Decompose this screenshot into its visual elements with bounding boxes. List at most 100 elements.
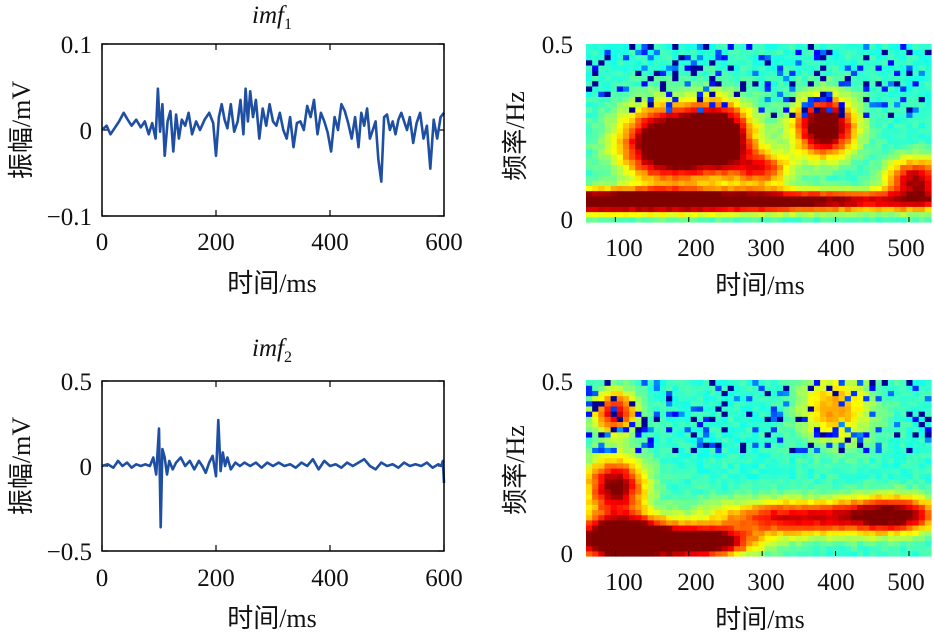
heatmap-cell (844, 452, 852, 459)
heatmap-cell (666, 545, 673, 552)
heatmap-cell (715, 96, 723, 103)
heatmap-cell (733, 462, 741, 469)
heatmap-cell (727, 49, 735, 56)
heatmap-cell (598, 153, 606, 160)
heatmap-cell (881, 385, 889, 391)
heatmap-cell (887, 112, 895, 118)
heatmap-cell (746, 117, 753, 124)
heatmap-cell (770, 535, 778, 542)
heatmap-cell (850, 431, 858, 438)
heatmap-cell (924, 106, 932, 113)
heatmap-cell (924, 185, 932, 192)
heatmap-cell (696, 133, 704, 139)
heatmap-cell (776, 159, 784, 166)
heatmap-cell (770, 385, 778, 391)
heatmap-cell (696, 385, 704, 391)
heatmap-cell (721, 148, 729, 155)
heatmap-cell (672, 431, 680, 438)
heatmap-cell (715, 159, 723, 166)
heatmap-cell (783, 540, 790, 547)
heatmap-cell (813, 91, 821, 97)
heatmap-cell (653, 206, 661, 213)
heatmap-cell (776, 483, 784, 490)
heatmap-cell (826, 504, 834, 511)
heatmap-cell (900, 519, 907, 526)
heatmap-cell (604, 206, 612, 213)
heatmap-cell (598, 411, 606, 417)
heatmap-cell (887, 426, 895, 433)
heatmap-cell (610, 112, 618, 118)
heatmap-cell (764, 530, 772, 536)
heatmap-cell (678, 211, 686, 218)
heatmap-cell (826, 122, 834, 129)
heatmap-cell (659, 447, 667, 454)
heatmap-cell (789, 462, 797, 469)
heatmap-cell (690, 101, 698, 108)
heatmap-cell (912, 75, 920, 82)
heatmap-cell (875, 44, 883, 50)
heatmap-cell (795, 106, 803, 113)
heatmap-cell (672, 148, 680, 155)
heatmap-cell (875, 117, 883, 124)
heatmap-cell (906, 112, 914, 118)
heatmap-cell (776, 96, 784, 103)
heatmap-cell (881, 44, 889, 50)
heatmap-cell (752, 540, 760, 547)
heatmap-cell (820, 190, 827, 197)
heatmap-cell (776, 91, 784, 97)
heatmap-cell (906, 185, 914, 192)
heatmap-cell (622, 85, 630, 92)
heatmap-cell (900, 509, 907, 516)
heatmap-cell (850, 91, 858, 97)
heatmap-cell (740, 431, 747, 438)
heatmap-cell (832, 395, 840, 402)
heatmap-cell (801, 138, 809, 145)
heatmap-cell (918, 49, 926, 56)
heatmap-cell (641, 133, 649, 139)
heatmap-cell (758, 431, 766, 438)
heatmap-cell (758, 405, 766, 412)
heatmap-cell (924, 483, 932, 490)
heatmap-cell (629, 509, 636, 516)
heatmap-cell (758, 426, 766, 433)
heatmap-cell (900, 493, 907, 500)
heatmap-cell (906, 122, 914, 129)
heatmap-cell (752, 206, 760, 213)
heatmap-cell (764, 59, 772, 66)
heatmap-cell (678, 153, 686, 160)
heatmap-cell (653, 504, 661, 511)
heatmap-cell (912, 400, 920, 407)
heatmap-cell (764, 216, 772, 223)
heatmap-cell (715, 180, 723, 186)
heatmap-cell (746, 59, 753, 66)
heatmap-cell (906, 530, 914, 536)
heatmap-cell (629, 59, 636, 66)
xtick-label: 400 (311, 229, 349, 256)
heatmap-cell (776, 514, 784, 521)
heatmap-cell (684, 405, 692, 412)
heatmap-cell (881, 395, 889, 402)
heatmap-cell (666, 380, 673, 386)
heatmap-cell (709, 473, 716, 479)
heatmap-cell (807, 101, 815, 108)
heatmap-cell (807, 49, 815, 56)
heatmap-cell (752, 473, 760, 479)
heatmap-cell (924, 411, 932, 417)
heatmap-cell (758, 153, 766, 160)
heatmap-cell (690, 442, 698, 448)
heatmap-cell (696, 101, 704, 108)
heatmap-cell (659, 159, 667, 166)
x-axis-label: 时间/ms (227, 604, 317, 633)
heatmap-cell (604, 122, 612, 129)
heatmap-cell (881, 85, 889, 92)
heatmap-cell (844, 514, 852, 521)
heatmap-cell (801, 473, 809, 479)
heatmap-cell (586, 91, 593, 97)
heatmap-cell (592, 127, 599, 134)
heatmap-cell (894, 122, 901, 129)
heatmap-cell (838, 169, 846, 176)
heatmap-cell (789, 385, 797, 391)
heatmap-cell (721, 436, 729, 443)
heatmap-cell (672, 112, 680, 118)
